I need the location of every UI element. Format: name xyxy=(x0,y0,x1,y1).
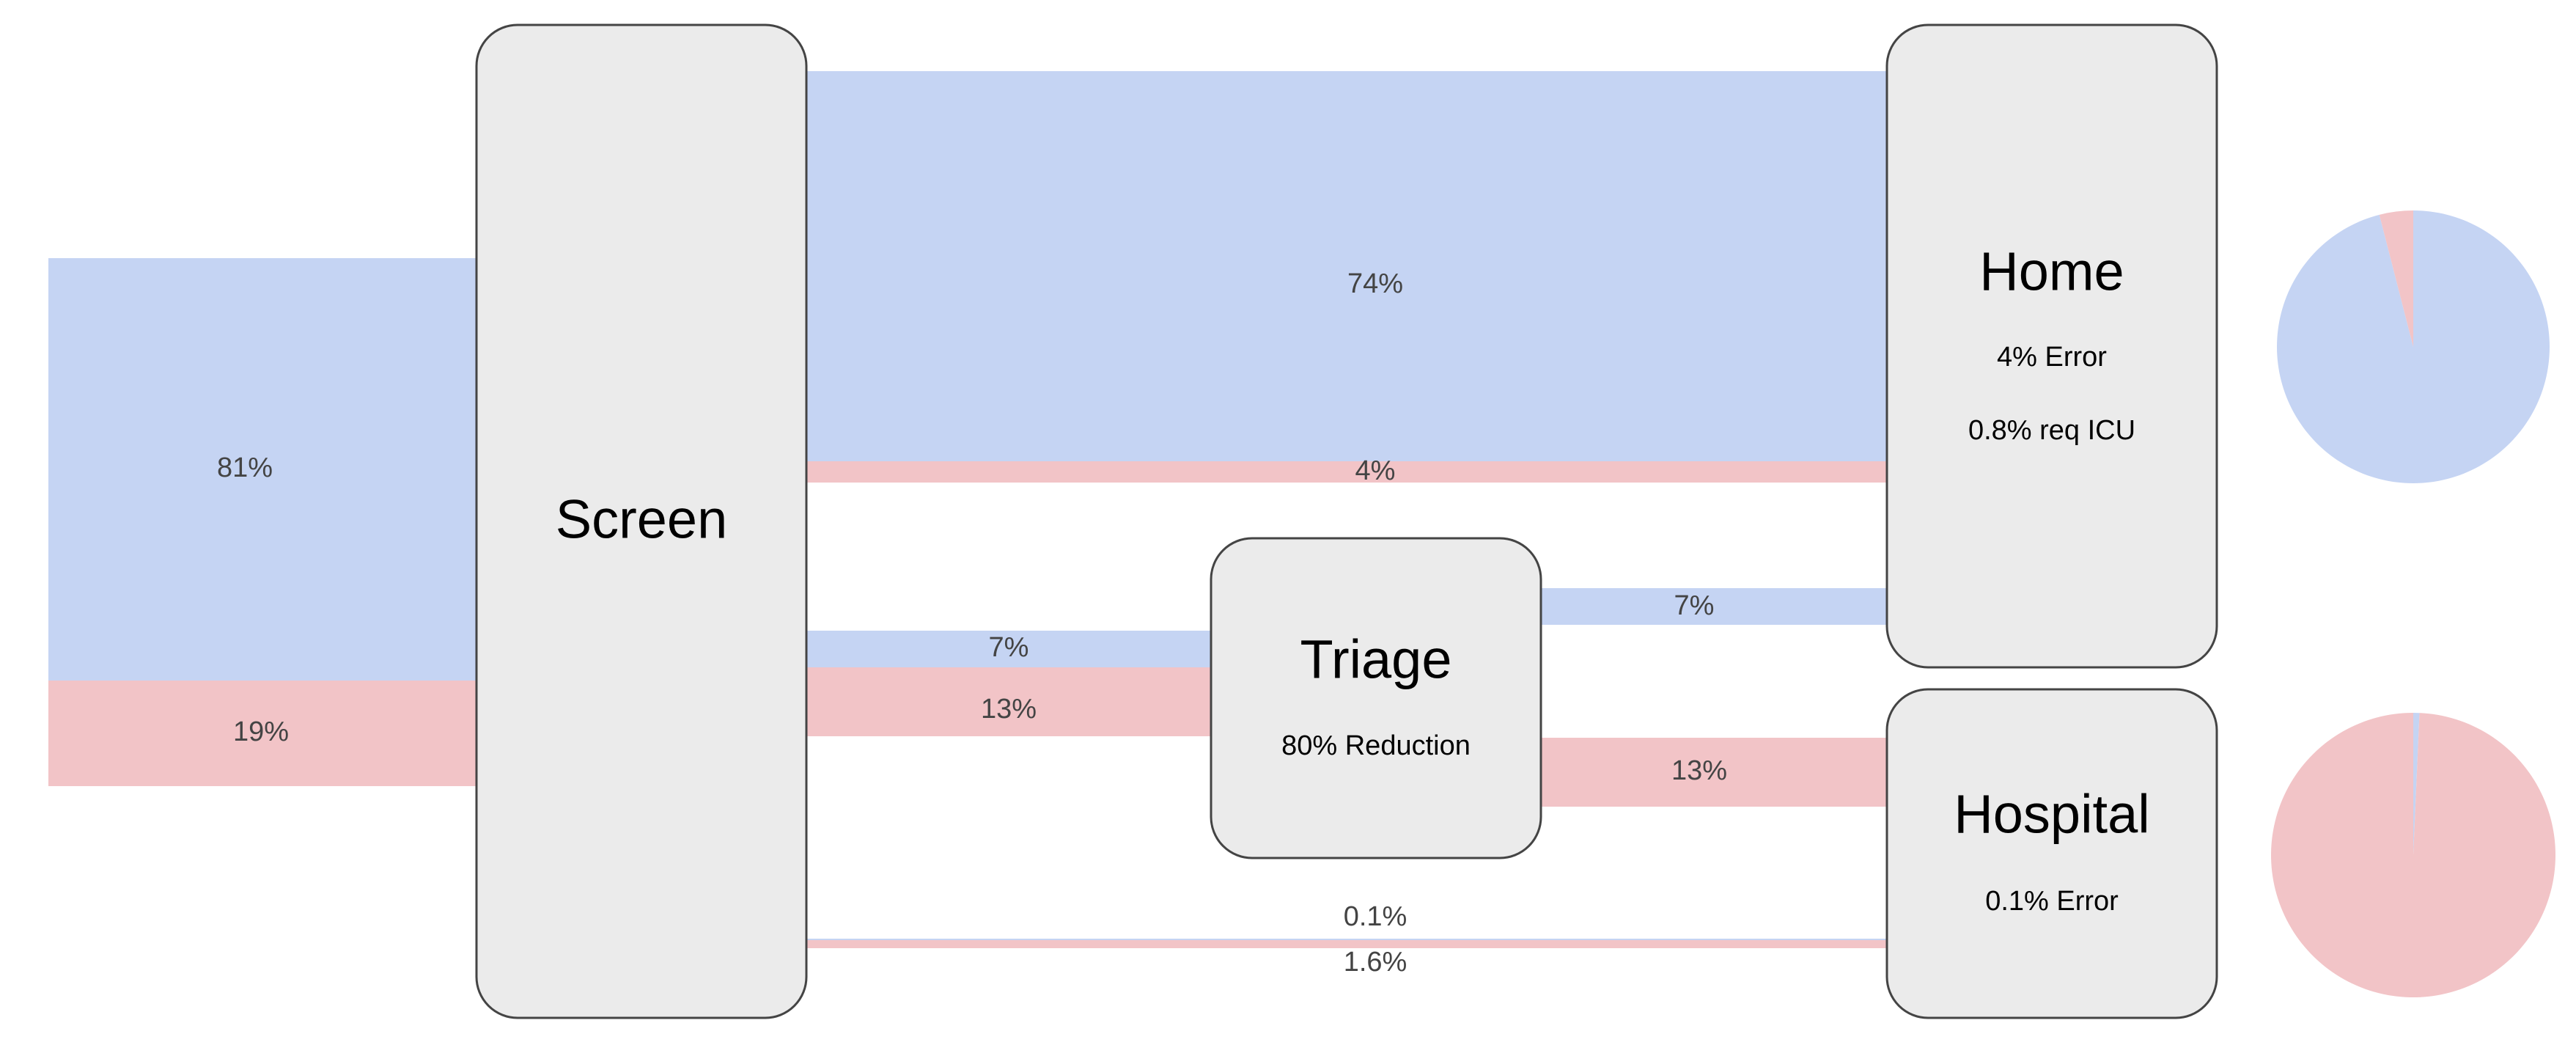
label-screen-hospital-sick: 1.6% xyxy=(1344,947,1407,978)
node-home-icu: 0.8% req ICU xyxy=(1968,415,2135,446)
node-screen-title: Screen xyxy=(556,489,727,550)
node-home-error: 4% Error xyxy=(1997,342,2107,373)
label-screen-triage-healthy: 7% xyxy=(989,632,1029,663)
label-input-healthy: 81% xyxy=(217,452,273,483)
flow-screen-triage-sick xyxy=(806,667,1211,736)
flow-triage-home-healthy xyxy=(1539,588,1887,625)
pie-home-healthy-slice xyxy=(2277,210,2550,483)
node-screen: Screen xyxy=(475,23,808,1019)
node-hospital-error: 0.1% Error xyxy=(1985,886,2119,917)
flow-screen-home-healthy xyxy=(806,71,1887,461)
node-triage-subtitle: 80% Reduction xyxy=(1281,730,1471,761)
node-hospital: Hospital 0.1% Error xyxy=(1885,688,2218,1019)
pie-chart-hospital xyxy=(2271,713,2556,997)
label-screen-home-sick: 4% xyxy=(1355,455,1396,486)
label-screen-home-healthy: 74% xyxy=(1347,268,1403,299)
label-triage-hospital-sick: 13% xyxy=(1671,755,1727,786)
label-triage-home-healthy: 7% xyxy=(1674,590,1715,621)
flow-screen-triage-healthy xyxy=(806,631,1211,667)
flow-input-sick xyxy=(48,681,476,786)
label-screen-triage-sick: 13% xyxy=(981,694,1037,725)
flow-screen-hospital-healthy xyxy=(806,939,1887,940)
node-hospital-title: Hospital xyxy=(1954,784,2149,845)
pie-home-sick-slice xyxy=(2379,210,2413,347)
flow-screen-hospital-sick xyxy=(806,940,1887,948)
flow-screen-home-sick xyxy=(806,461,1887,483)
node-triage: Triage 80% Reduction xyxy=(1210,537,1542,859)
flow-triage-hospital-sick xyxy=(1539,738,1887,807)
flow-input-healthy xyxy=(48,258,476,681)
label-input-sick: 19% xyxy=(233,716,289,747)
node-triage-title: Triage xyxy=(1300,629,1451,690)
pie-hospital-healthy-slice xyxy=(2413,713,2420,855)
pie-hospital-sick-slice xyxy=(2271,713,2556,997)
pie-chart-home xyxy=(2277,210,2550,483)
label-screen-hospital-healthy: 0.1% xyxy=(1344,901,1407,932)
node-home-title: Home xyxy=(1979,241,2124,302)
node-home: Home 4% Error 0.8% req ICU xyxy=(1885,23,2218,669)
